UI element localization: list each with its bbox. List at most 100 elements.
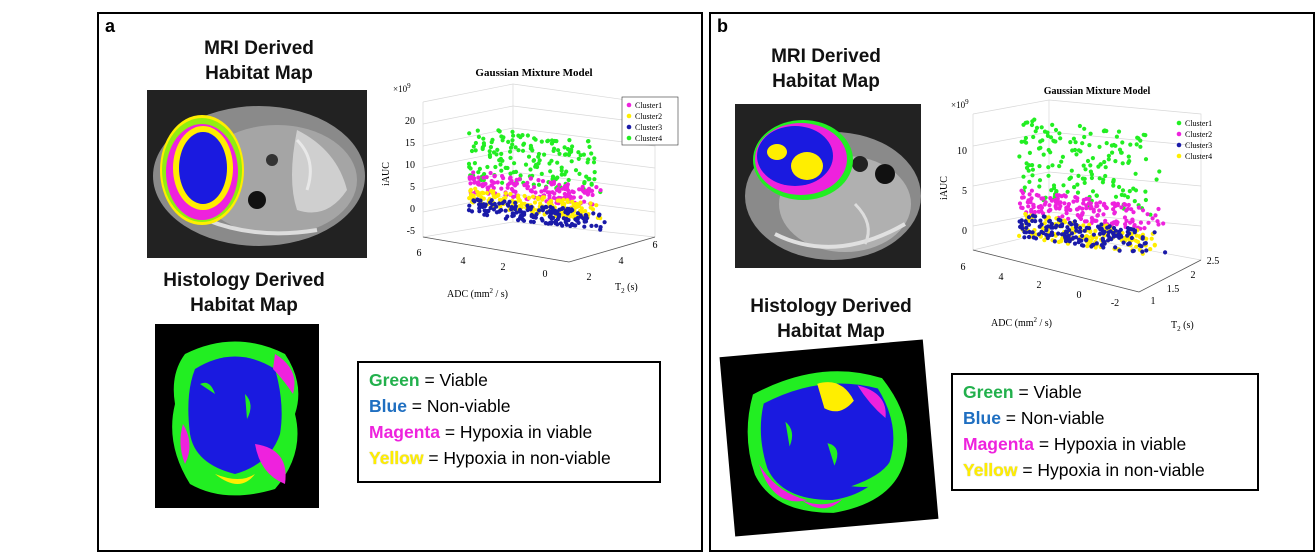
scatter-point-cluster4	[499, 168, 504, 173]
scatter-point-cluster1	[547, 190, 552, 195]
scatter-point-cluster1	[488, 170, 493, 176]
scatter-point-cluster3	[1024, 230, 1029, 235]
scatter-point-cluster4	[589, 181, 594, 186]
scatter-point-cluster2	[1062, 201, 1067, 206]
scatter-point-cluster3	[467, 203, 472, 208]
scatter-point-cluster4	[587, 176, 592, 182]
scatter-point-cluster2	[555, 198, 560, 203]
scatter-point-cluster1	[500, 174, 505, 179]
scatter-point-cluster1	[571, 195, 576, 200]
legend-row-yellow: Yellow = Hypoxia in non-viable	[963, 460, 1205, 480]
legend-cluster1: Cluster1	[635, 101, 662, 110]
scatter-point-cluster1	[1094, 193, 1099, 198]
scatter-point-cluster1	[1024, 140, 1029, 145]
scatter-point-cluster1	[1041, 152, 1046, 157]
chart-title: Gaussian Mixture Model	[475, 67, 592, 79]
scatter-point-cluster4	[469, 148, 475, 154]
scatter-point-cluster4	[1152, 243, 1157, 248]
scatter-point-cluster3	[1084, 237, 1089, 242]
scatter-point-cluster4	[567, 138, 572, 143]
scatter-point-cluster4	[1134, 244, 1139, 249]
scatter-point-cluster3	[475, 197, 480, 202]
scatter-point-cluster1	[539, 189, 544, 194]
scatter-point-cluster3	[1044, 228, 1049, 233]
scatter-point-cluster2	[467, 196, 472, 201]
scatter-point-cluster2	[480, 190, 485, 195]
scatter-point-cluster1	[1098, 162, 1103, 167]
scatter-point-cluster3	[1099, 222, 1104, 227]
scatter-point-cluster2	[1058, 204, 1063, 209]
scatter-point-cluster3	[1143, 241, 1148, 246]
scatter-point-cluster2	[594, 203, 599, 208]
scatter-point-cluster3	[560, 223, 565, 228]
scatter-point-cluster1	[1081, 163, 1086, 168]
scatter-point-cluster4	[485, 164, 490, 170]
scatter-point-cluster4	[471, 144, 476, 149]
scatter-point-cluster3	[596, 213, 602, 218]
scatter-point-cluster1	[552, 191, 557, 196]
scatter-point-cluster1	[1053, 127, 1059, 133]
scatter-point-cluster1	[1017, 154, 1022, 159]
scatter-point-cluster4	[563, 152, 568, 157]
scatter-points-b	[1017, 117, 1168, 256]
scatter-point-cluster3	[1106, 224, 1111, 230]
scatter-point-cluster4	[592, 156, 597, 161]
scatter-point-cluster4	[537, 158, 542, 163]
scatter-point-cluster1	[1024, 161, 1029, 166]
legend-row-yellow: Yellow = Hypoxia in non-viable	[369, 448, 611, 468]
scatter-point-cluster2	[1129, 207, 1134, 212]
scatter-point-cluster3	[576, 220, 581, 225]
scatter-point-cluster4	[497, 158, 502, 163]
scatter-point-cluster4	[501, 135, 506, 140]
scatter-point-cluster1	[1088, 163, 1093, 168]
scatter-point-cluster4	[1017, 233, 1022, 238]
habitat-color-legend: Green = Viable Blue = Non-viable Magenta…	[357, 361, 661, 483]
scatter-point-cluster4	[562, 145, 567, 150]
scatter-point-cluster1	[1050, 122, 1055, 127]
scatter-point-cluster1	[1021, 122, 1026, 127]
scatter-point-cluster1	[528, 176, 533, 181]
scatter-point-cluster3	[1052, 239, 1057, 244]
scatter-point-cluster2	[1078, 216, 1084, 221]
scatter-point-cluster2	[503, 191, 508, 196]
scatter-point-cluster3	[1078, 225, 1083, 231]
scatter-point-cluster4	[1063, 220, 1068, 225]
scatter-point-cluster3	[598, 227, 603, 232]
scatter-point-cluster2	[1028, 200, 1033, 205]
scatter-point-cluster3	[494, 210, 499, 215]
scatter-point-cluster3	[520, 213, 525, 218]
scatter-point-cluster3	[1109, 237, 1114, 242]
scatter-point-cluster4	[1081, 223, 1086, 228]
scatter-point-cluster1	[551, 181, 556, 186]
panel-a: a MRI Derived Habitat Map Histology Deri…	[97, 12, 703, 552]
scatter-point-cluster2	[1119, 205, 1124, 210]
scatter-point-cluster3	[1102, 239, 1107, 244]
y-tick: 6	[653, 240, 658, 251]
scatter-point-cluster2	[1136, 205, 1141, 210]
scatter-point-cluster3	[529, 204, 534, 210]
histology-map-title: Histology Derived Habitat Map	[163, 270, 325, 316]
scatter-points-a	[466, 128, 607, 232]
scatter-point-cluster2	[473, 186, 478, 191]
scatter-point-cluster1	[1050, 163, 1055, 168]
scatter-point-cluster1	[1078, 149, 1083, 154]
scatter-point-cluster1	[522, 183, 527, 188]
scatter-point-cluster1	[1104, 141, 1109, 146]
scatter-point-cluster4	[576, 150, 581, 155]
scatter-point-cluster2	[1074, 207, 1080, 212]
scatter-point-cluster4	[488, 145, 493, 150]
scatter-point-cluster2	[1029, 188, 1034, 193]
scatter-point-cluster2	[1041, 196, 1046, 201]
scatter-point-cluster2	[1112, 210, 1117, 215]
scatter-point-cluster4	[589, 151, 594, 156]
scatter-point-cluster1	[1128, 142, 1133, 147]
scatter-point-cluster3	[1121, 240, 1126, 245]
scatter-point-cluster4	[499, 151, 504, 156]
scatter-point-cluster1	[1073, 140, 1078, 145]
scatter-point-cluster3	[1058, 218, 1063, 223]
scatter-point-cluster1	[1042, 129, 1048, 134]
scatter-point-cluster4	[467, 131, 472, 136]
scatter-point-cluster1	[587, 186, 592, 191]
scatter-point-cluster3	[1074, 225, 1079, 230]
scatter-point-cluster3	[547, 214, 552, 219]
